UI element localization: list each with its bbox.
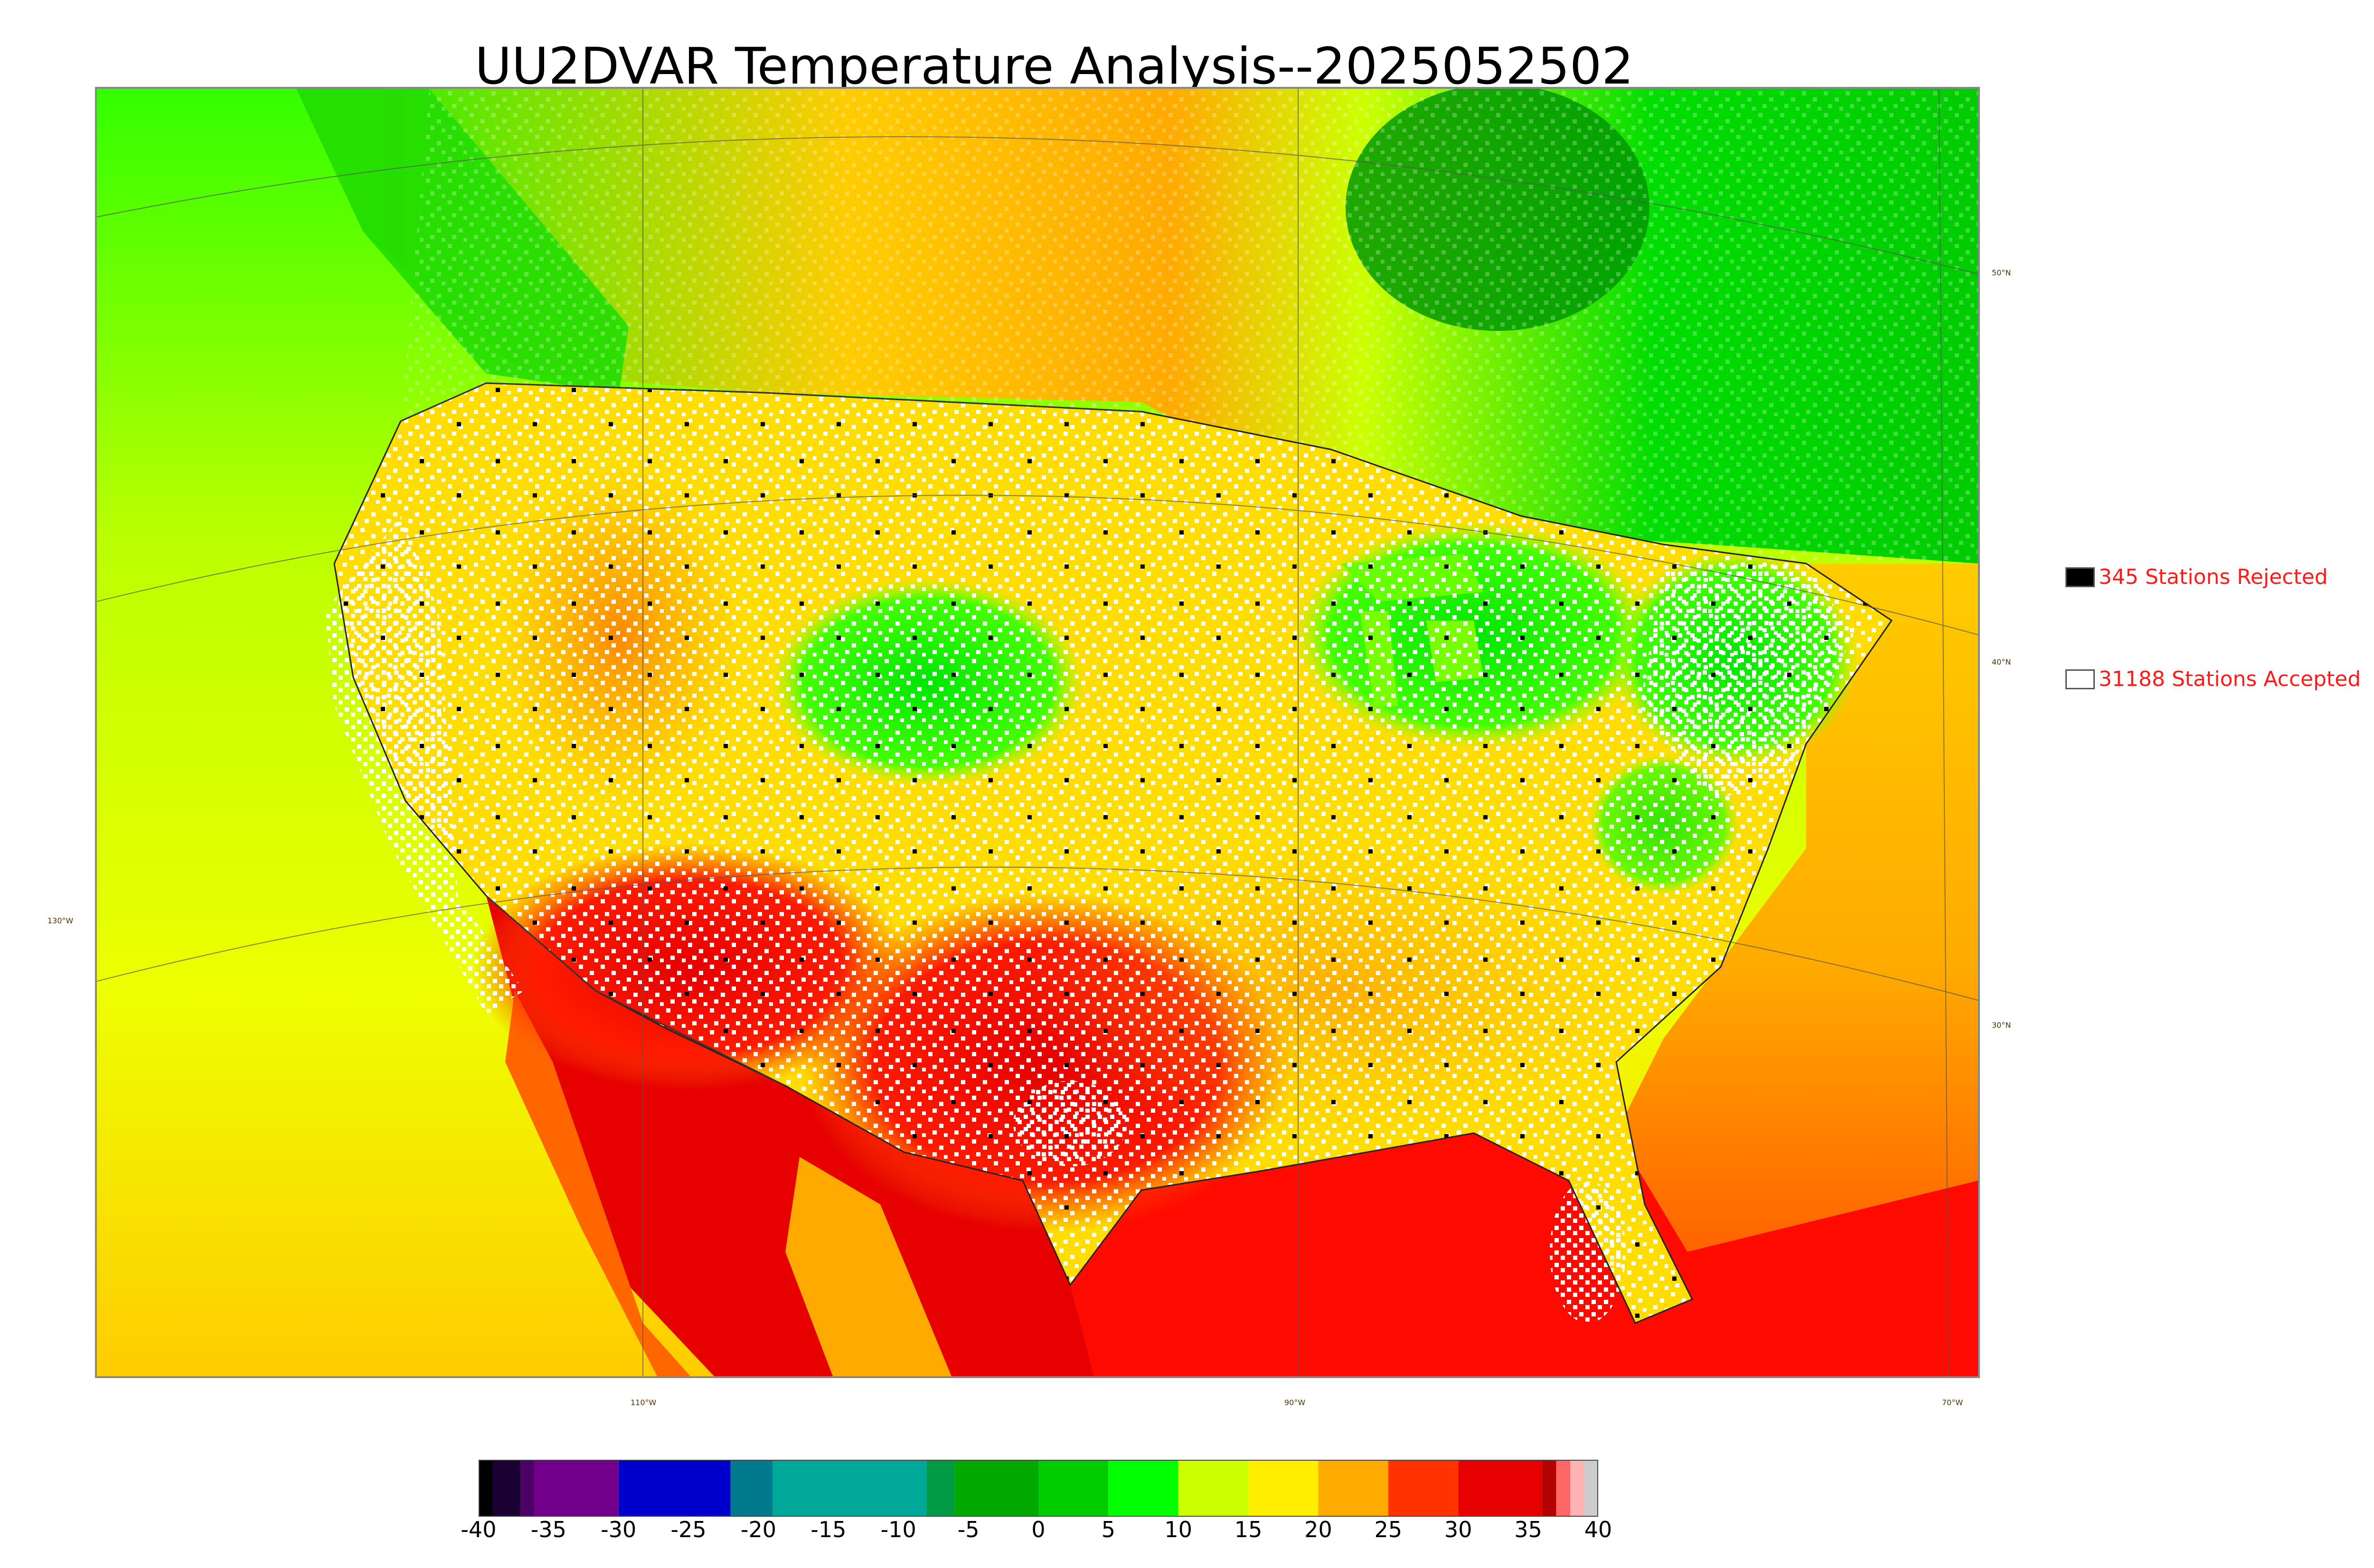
colorbar-tick-label: -10 [880,1517,916,1542]
colorbar-segment [954,1460,1038,1517]
colorbar-segment [479,1460,493,1517]
colorbar-segment [1178,1460,1249,1517]
colorbar-segment [1388,1460,1459,1517]
lon-label-70: 70°W [1942,1398,1963,1407]
colorbar-segment [1556,1460,1571,1517]
colorbar-tick-label: -25 [670,1517,707,1542]
rejected-label: 345 Stations Rejected [2099,565,2328,589]
accepted-swatch [2065,669,2095,689]
lat-label-40: 40°N [1992,657,2011,667]
graticule [97,89,1978,1376]
colorbar-tick-label: 15 [1234,1517,1262,1542]
colorbar-segment [1318,1460,1388,1517]
us-canada-border [400,382,1142,422]
colorbar-tick-label: 25 [1374,1517,1403,1542]
accepted-label: 31188 Stations Accepted [2099,667,2361,691]
sierra-madre [785,1157,951,1376]
colorbar-segment [1584,1460,1598,1517]
colorbar-tick-label: -20 [740,1517,777,1542]
colorbar-segment [1570,1460,1584,1517]
conus-outline [333,382,1893,1324]
colorbar-tick-label: 40 [1584,1517,1612,1542]
lon-label-110: 110°W [631,1398,657,1407]
colorbar-segment [618,1460,731,1517]
atlantic-ocean [1592,563,1978,1376]
canada-stations [401,89,1978,563]
colorbar-segment [1108,1460,1178,1517]
colorbar-segment [1038,1460,1109,1517]
colorbar-tick-label: -30 [601,1517,637,1542]
colorbar-segment [730,1460,772,1517]
colorbar-tick-label: 20 [1304,1517,1332,1542]
colorbar-segment [534,1460,619,1517]
lon-label-130: 130°W [47,916,74,925]
colorbar-segment [1458,1460,1543,1517]
us-mexico-border [486,895,786,1087]
colorbar-tick-label: 5 [1101,1517,1116,1542]
map-title: UU2DVAR Temperature Analysis--2025052502 [475,37,1634,95]
colorbar-tick-label: 10 [1164,1517,1193,1542]
legend-rejected: 345 Stations Rejected [2065,565,2328,589]
colorbar-segment [492,1460,521,1517]
lat-label-50: 50°N [1992,268,2011,277]
colorbar-segment [926,1460,955,1517]
colorbar-tick-label: -35 [530,1517,566,1542]
colorbar-segment [772,1460,927,1517]
colorbar-tick-label: -40 [461,1517,497,1542]
baja-california [505,991,690,1376]
colorbar-tick-label: -5 [957,1517,980,1542]
colorbar-tick-label: 30 [1444,1517,1472,1542]
legend-accepted: 31188 Stations Accepted [2065,667,2361,691]
rejected-swatch [2065,567,2095,587]
colorbar-tick-label: -15 [810,1517,847,1542]
temperature-colorbar [479,1460,1598,1517]
rejected-stations [334,383,1892,1323]
colorbar-segment [1248,1460,1319,1517]
colorbar-tick-label: 0 [1031,1517,1046,1542]
colorbar-frame [479,1460,1598,1517]
colorbar-segment [1542,1460,1556,1517]
temperature-map [95,87,1980,1378]
temperature-field [97,89,1978,1376]
lat-label-30: 30°N [1992,1021,2011,1030]
colorbar-tick-label: 35 [1514,1517,1542,1542]
lon-label-90: 90°W [1284,1398,1306,1407]
colorbar-segment [520,1460,535,1517]
gulf-of-mexico [1070,1109,1978,1376]
